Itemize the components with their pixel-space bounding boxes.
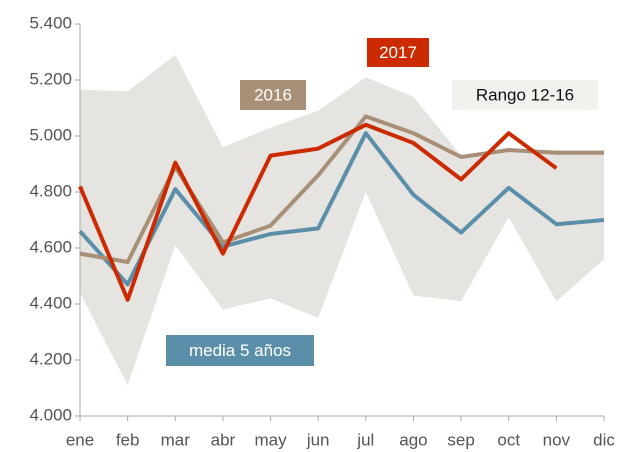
x-tick-label: dic xyxy=(593,430,615,449)
series-line xyxy=(78,131,605,287)
legend-label-box xyxy=(367,38,429,67)
x-tick-label: oct xyxy=(497,430,520,449)
legend-label: 2016 xyxy=(254,85,292,104)
legend-label: 2017 xyxy=(379,43,417,62)
y-tick-label: 4.800 xyxy=(29,181,72,200)
x-tick-label: feb xyxy=(116,430,140,449)
x-tick-label: ago xyxy=(399,430,427,449)
range-band xyxy=(80,54,604,386)
y-tick-label: 4.600 xyxy=(29,237,72,256)
x-tick-label: abr xyxy=(211,430,236,449)
x-tick-label: may xyxy=(254,430,287,449)
y-tick-label: 5.200 xyxy=(29,69,72,88)
x-tick-label: nov xyxy=(543,430,571,449)
x-tick-label: jul xyxy=(356,430,374,449)
series-line xyxy=(78,122,558,302)
x-tick-label: jun xyxy=(306,430,330,449)
x-tick-label: mar xyxy=(161,430,191,449)
y-tick-label: 5.400 xyxy=(29,13,72,32)
y-tick-label: 4.200 xyxy=(29,349,72,368)
legend-label-box xyxy=(166,335,314,366)
y-tick-label: 4.400 xyxy=(29,293,72,312)
legend-label: media 5 años xyxy=(189,341,291,360)
y-tick-label: 4.000 xyxy=(29,405,72,424)
x-tick-label: ene xyxy=(66,430,94,449)
legend-label-box xyxy=(452,80,598,110)
y-tick-label: 5.000 xyxy=(29,125,72,144)
x-tick-label: sep xyxy=(447,430,474,449)
legend-label: Rango 12-16 xyxy=(476,85,574,104)
legend-label-box xyxy=(240,80,306,110)
